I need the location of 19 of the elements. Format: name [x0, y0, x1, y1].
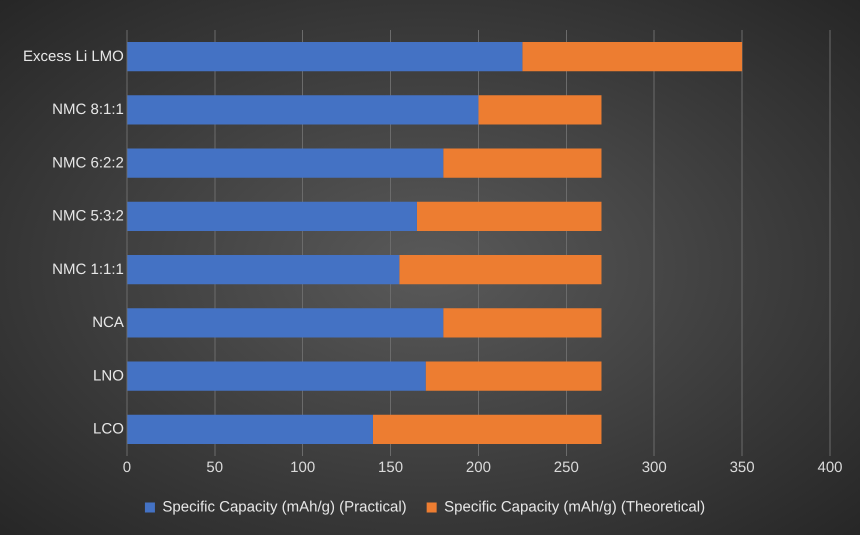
y-tick-label: Excess Li LMO: [22, 48, 124, 65]
y-tick-label: LNO: [93, 367, 124, 384]
y-tick-label: NMC 1:1:1: [52, 260, 124, 278]
x-tick-label: 400: [817, 459, 843, 476]
y-tick-label: NMC 5:3:2: [52, 208, 124, 225]
x-tick-label: 100: [290, 459, 316, 476]
x-tick-label: 350: [730, 459, 755, 476]
x-tick-label: 0: [122, 459, 132, 476]
legend-label: Specific Capacity (mAh/g) (Practical): [162, 498, 407, 516]
x-tick-label: 200: [466, 459, 491, 476]
y-tick-label: NMC 8:1:1: [52, 101, 124, 118]
x-tick-label: 300: [642, 459, 667, 476]
x-tick-label: 50: [206, 459, 224, 476]
x-tick-label: 150: [378, 459, 404, 476]
y-tick-label: LCO: [93, 420, 124, 438]
x-tick-label: 250: [554, 459, 579, 476]
y-tick-label: NCA: [92, 314, 124, 332]
legend-label: Specific Capacity (mAh/g) (Theoretical): [444, 498, 706, 516]
y-tick-label: NMC 6:2:2: [52, 154, 124, 172]
